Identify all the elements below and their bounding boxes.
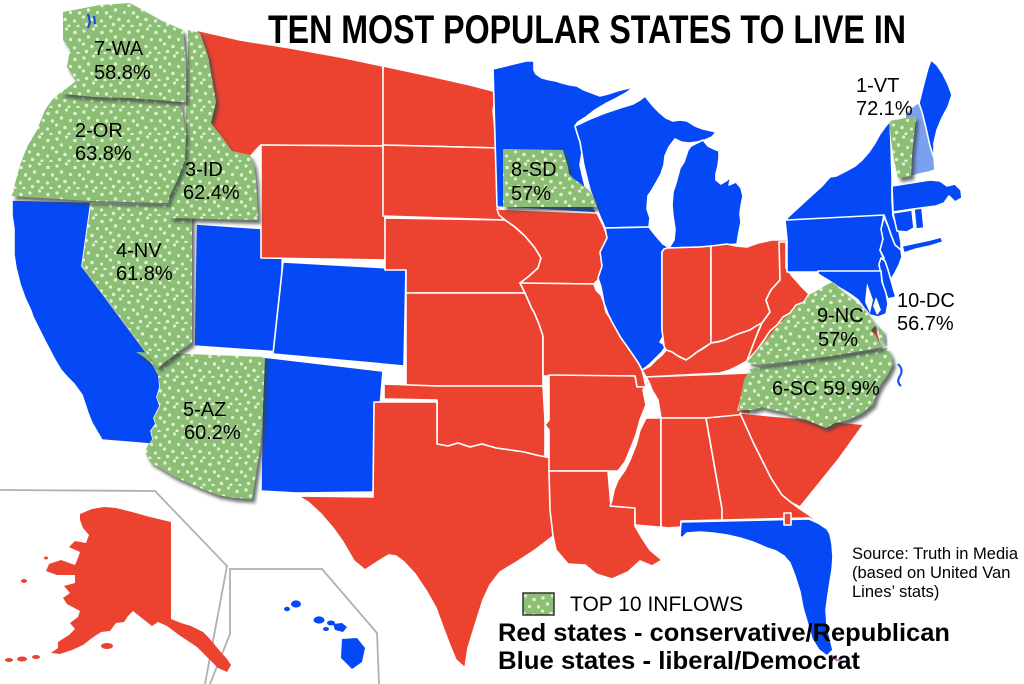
svg-text:56.7%: 56.7% xyxy=(897,313,954,335)
svg-text:57%: 57% xyxy=(511,183,551,205)
svg-text:(based on United Van: (based on United Van xyxy=(852,564,1010,582)
svg-text:6-SC 59.9%: 6-SC 59.9% xyxy=(772,378,880,400)
svg-text:TEN MOST POPULAR STATES TO LIV: TEN MOST POPULAR STATES TO LIVE IN xyxy=(268,8,906,52)
svg-text:72.1%: 72.1% xyxy=(856,98,913,120)
svg-text:Source: Truth in Media: Source: Truth in Media xyxy=(852,545,1019,563)
svg-text:4-NV: 4-NV xyxy=(116,240,162,262)
svg-text:5-AZ: 5-AZ xyxy=(183,399,226,421)
svg-text:3-ID: 3-ID xyxy=(185,159,223,181)
svg-text:58.8%: 58.8% xyxy=(94,62,151,84)
svg-text:61.8%: 61.8% xyxy=(116,263,173,285)
svg-text:Blue states - liberal/Democrat: Blue states - liberal/Democrat xyxy=(498,647,861,675)
svg-text:8-SD: 8-SD xyxy=(511,159,557,181)
svg-text:Lines’ stats): Lines’ stats) xyxy=(852,583,939,601)
svg-text:57%: 57% xyxy=(818,329,858,351)
svg-text:TOP 10 INFLOWS: TOP 10 INFLOWS xyxy=(570,593,743,616)
svg-text:2-OR: 2-OR xyxy=(75,120,123,142)
svg-text:60.2%: 60.2% xyxy=(184,422,241,444)
svg-text:Red states - conservative/Repu: Red states - conservative/Republican xyxy=(498,619,950,647)
svg-text:63.8%: 63.8% xyxy=(75,143,132,165)
svg-text:9-NC: 9-NC xyxy=(817,305,864,327)
svg-text:1-VT: 1-VT xyxy=(856,75,899,97)
svg-text:7-WA: 7-WA xyxy=(94,38,144,60)
svg-text:62.4%: 62.4% xyxy=(183,182,240,204)
svg-text:10-DC: 10-DC xyxy=(897,290,955,312)
